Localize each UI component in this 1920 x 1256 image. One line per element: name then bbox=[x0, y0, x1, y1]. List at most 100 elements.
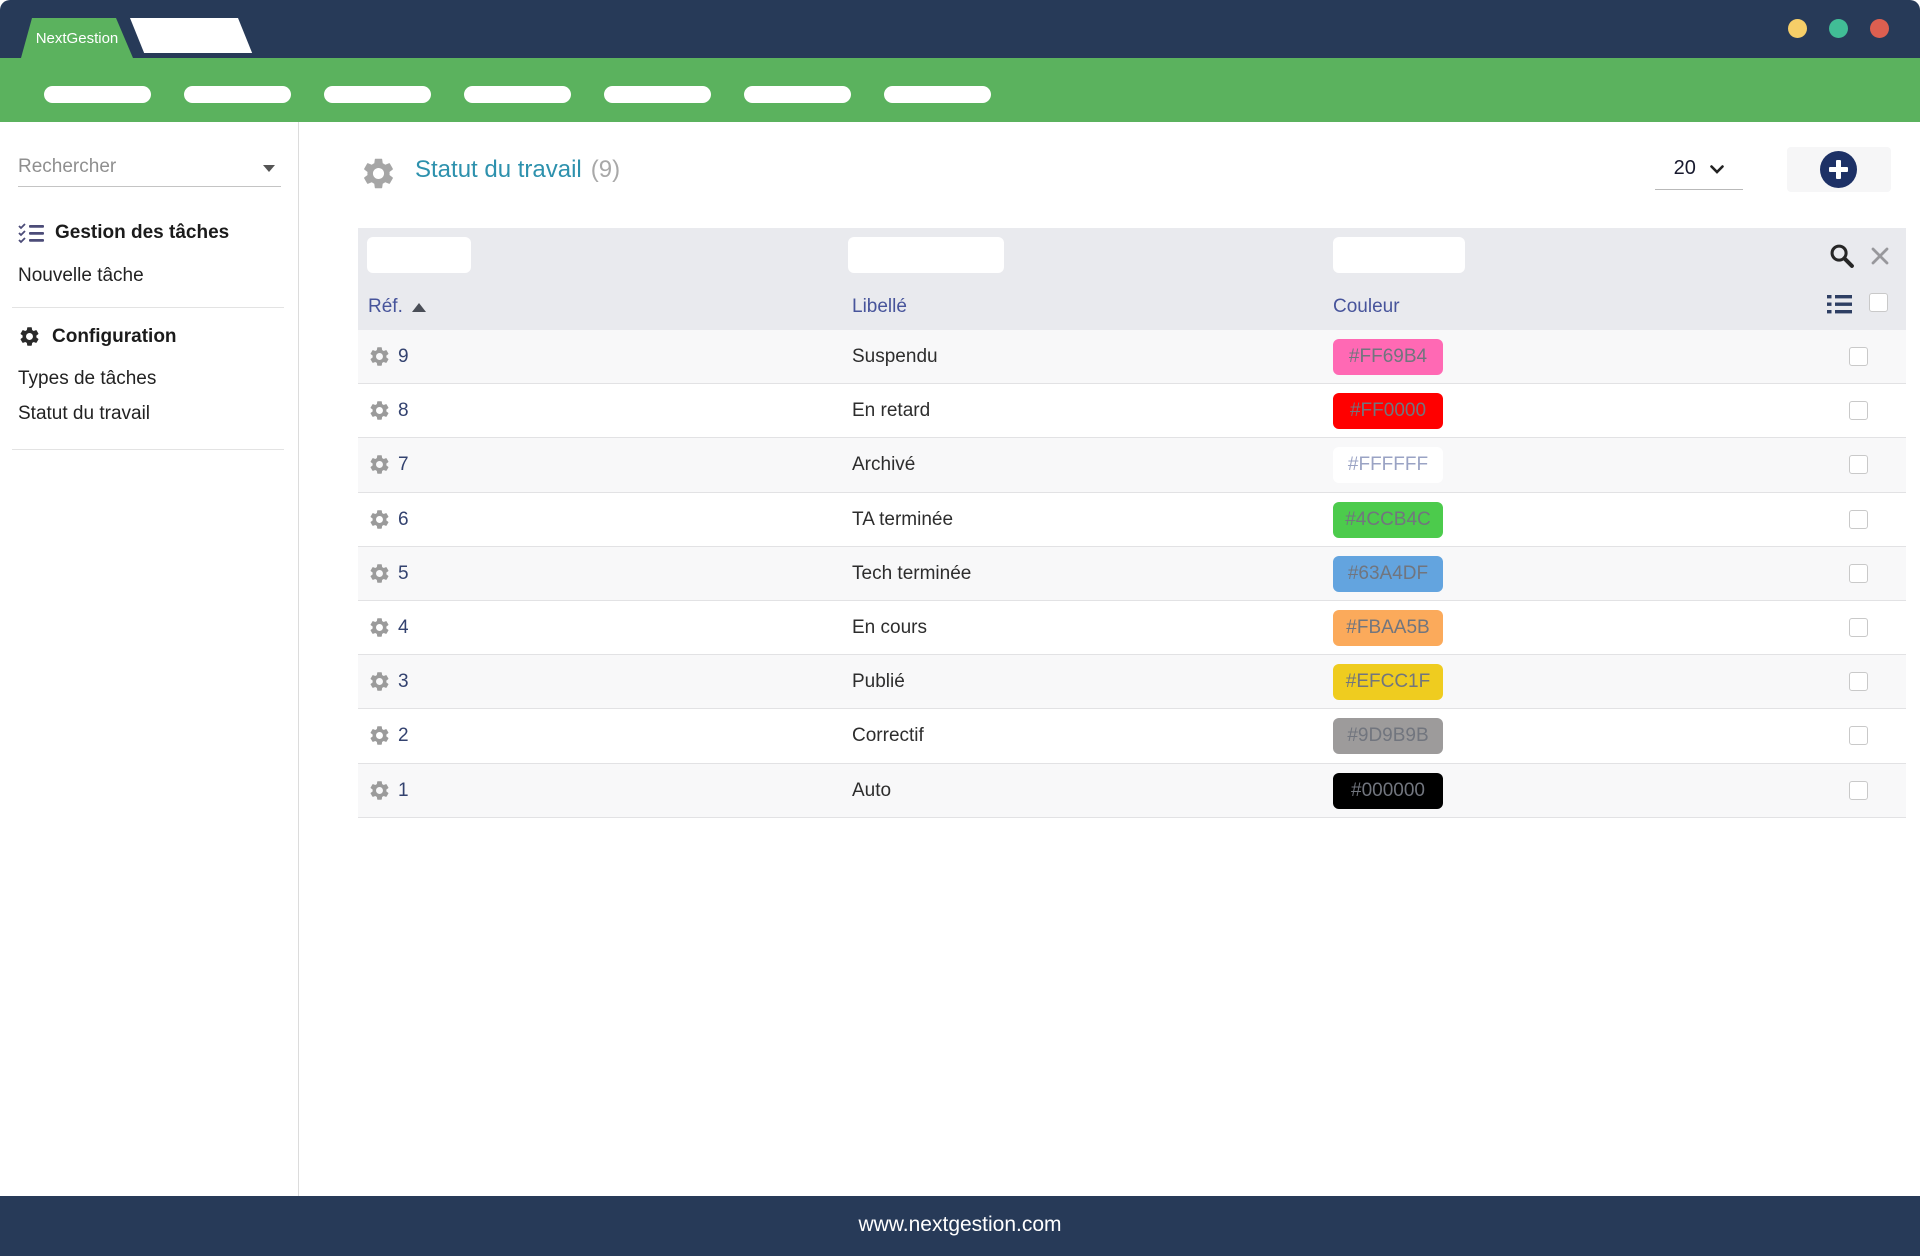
row-gear-icon[interactable] bbox=[368, 345, 391, 368]
sidebar-item-statut-du-travail[interactable]: Statut du travail bbox=[18, 403, 151, 424]
row-checkbox[interactable] bbox=[1849, 509, 1868, 529]
sidebar-item-types-de-taches[interactable]: Types de tâches bbox=[18, 368, 157, 389]
row-gear-icon[interactable] bbox=[368, 670, 391, 693]
nav-item-pill[interactable] bbox=[464, 86, 571, 103]
row-checkbox[interactable] bbox=[1849, 672, 1868, 692]
table-row: 8 En retard #FF0000 bbox=[358, 384, 1906, 439]
row-checkbox[interactable] bbox=[1849, 401, 1868, 421]
brand-label: NextGestion bbox=[35, 30, 119, 47]
row-checkbox[interactable] bbox=[1849, 726, 1868, 746]
row-ref[interactable]: 6 bbox=[398, 508, 409, 530]
add-panel bbox=[1787, 147, 1891, 192]
caret-down-icon bbox=[263, 165, 275, 172]
row-label: Publié bbox=[852, 671, 905, 693]
window-dot[interactable] bbox=[1788, 19, 1807, 38]
row-checkbox[interactable] bbox=[1849, 347, 1868, 366]
nav-item-pill[interactable] bbox=[44, 86, 151, 103]
row-checkbox[interactable] bbox=[1849, 617, 1868, 637]
color-badge: #FBAA5B bbox=[1333, 609, 1443, 646]
row-ref[interactable]: 7 bbox=[398, 454, 409, 476]
window-dot[interactable] bbox=[1829, 19, 1848, 38]
row-gear-icon[interactable] bbox=[368, 724, 391, 747]
column-header-ref[interactable]: Réf. bbox=[368, 288, 426, 330]
search-icon[interactable] bbox=[1828, 242, 1856, 270]
main-content: Statut du travail (9) 20 bbox=[299, 122, 1920, 1196]
row-gear-icon[interactable] bbox=[368, 616, 391, 639]
row-gear-icon[interactable] bbox=[368, 779, 391, 802]
row-label: Auto bbox=[852, 779, 892, 801]
table-row: 7 Archivé #FFFFFF bbox=[358, 438, 1906, 493]
row-checkbox[interactable] bbox=[1849, 780, 1868, 800]
record-count: (9) bbox=[590, 156, 621, 183]
sort-asc-icon bbox=[411, 303, 426, 312]
row-checkbox[interactable] bbox=[1849, 455, 1868, 475]
sidebar-search-combobox[interactable]: Rechercher bbox=[18, 148, 281, 187]
row-gear-icon[interactable] bbox=[368, 508, 391, 531]
row-checkbox[interactable] bbox=[1849, 563, 1868, 583]
row-label: TA terminée bbox=[852, 508, 954, 530]
column-header-couleur[interactable]: Couleur bbox=[1333, 296, 1400, 317]
page-title: Statut du travail (9) bbox=[415, 156, 620, 184]
row-label: En cours bbox=[852, 616, 927, 638]
sidebar-section-tasks: Gestion des tâches bbox=[18, 222, 229, 244]
table-row: 4 En cours #FBAA5B bbox=[358, 600, 1906, 656]
chevron-down-icon bbox=[1710, 161, 1725, 178]
footer: www.nextgestion.com bbox=[0, 1196, 1920, 1256]
row-label: Tech terminée bbox=[852, 562, 972, 584]
nav-item-pill[interactable] bbox=[184, 86, 291, 103]
nav-item-pill[interactable] bbox=[604, 86, 711, 103]
column-label: Réf. bbox=[368, 296, 403, 317]
row-ref[interactable]: 9 bbox=[398, 346, 409, 367]
sidebar: Rechercher Gestion des tâches Nouvelle t… bbox=[0, 122, 299, 1196]
color-badge: #9D9B9B bbox=[1333, 718, 1443, 755]
gear-icon bbox=[360, 155, 397, 192]
close-icon[interactable] bbox=[1869, 245, 1891, 267]
table-body: 9 Suspendu #FF69B4 8 En retard #FF0000 7… bbox=[358, 330, 1906, 818]
sidebar-section-title: Gestion des tâches bbox=[55, 222, 230, 243]
row-label: Archivé bbox=[852, 454, 916, 476]
search-placeholder: Rechercher bbox=[18, 156, 117, 177]
nav-item-pill[interactable] bbox=[324, 86, 431, 103]
column-header-libelle[interactable]: Libellé bbox=[852, 296, 907, 317]
window-dot[interactable] bbox=[1870, 19, 1889, 38]
add-button[interactable] bbox=[1820, 151, 1857, 188]
tasks-icon bbox=[18, 222, 44, 244]
row-ref[interactable]: 1 bbox=[398, 779, 409, 801]
nav-item-pill[interactable] bbox=[744, 86, 851, 103]
row-gear-icon[interactable] bbox=[368, 453, 391, 476]
table-row: 6 TA terminée #4CCB4C bbox=[358, 492, 1906, 547]
color-badge: #FF69B4 bbox=[1333, 339, 1443, 375]
filter-input-ref[interactable] bbox=[367, 237, 471, 273]
select-all-checkbox[interactable] bbox=[1869, 293, 1888, 312]
page-size-select[interactable]: 20 bbox=[1655, 157, 1743, 190]
color-badge: #63A4DF bbox=[1333, 555, 1443, 592]
divider bbox=[12, 449, 284, 450]
sidebar-section-configuration: Configuration bbox=[18, 325, 177, 348]
filter-input-libelle[interactable] bbox=[848, 237, 1004, 273]
list-icon[interactable] bbox=[1827, 294, 1852, 315]
color-badge: #FF0000 bbox=[1333, 393, 1443, 430]
status-table: Réf. Libellé Couleur bbox=[358, 228, 1906, 818]
brand-tab[interactable]: NextGestion bbox=[21, 18, 133, 58]
table-row: 9 Suspendu #FF69B4 bbox=[358, 330, 1906, 385]
row-ref[interactable]: 3 bbox=[398, 671, 409, 693]
sidebar-item-nouvelle-tache[interactable]: Nouvelle tâche bbox=[18, 265, 144, 286]
row-ref[interactable]: 2 bbox=[398, 725, 409, 747]
row-label: Suspendu bbox=[852, 346, 938, 367]
row-gear-icon[interactable] bbox=[368, 399, 391, 422]
table-row: 5 Tech terminée #63A4DF bbox=[358, 546, 1906, 601]
row-ref[interactable]: 4 bbox=[398, 616, 409, 638]
row-ref[interactable]: 8 bbox=[398, 400, 409, 422]
nav-item-pill[interactable] bbox=[884, 86, 991, 103]
nav-bar bbox=[0, 58, 1920, 122]
table-row: 1 Auto #000000 bbox=[358, 763, 1906, 818]
color-badge: #FFFFFF bbox=[1333, 447, 1443, 484]
title-bar: NextGestion bbox=[0, 0, 1920, 58]
row-gear-icon[interactable] bbox=[368, 562, 391, 585]
row-ref[interactable]: 5 bbox=[398, 562, 409, 584]
color-badge: #000000 bbox=[1333, 772, 1443, 809]
table-header: Réf. Libellé Couleur bbox=[358, 228, 1906, 330]
filter-input-couleur[interactable] bbox=[1333, 237, 1465, 273]
company-tab-redacted[interactable] bbox=[130, 18, 253, 53]
